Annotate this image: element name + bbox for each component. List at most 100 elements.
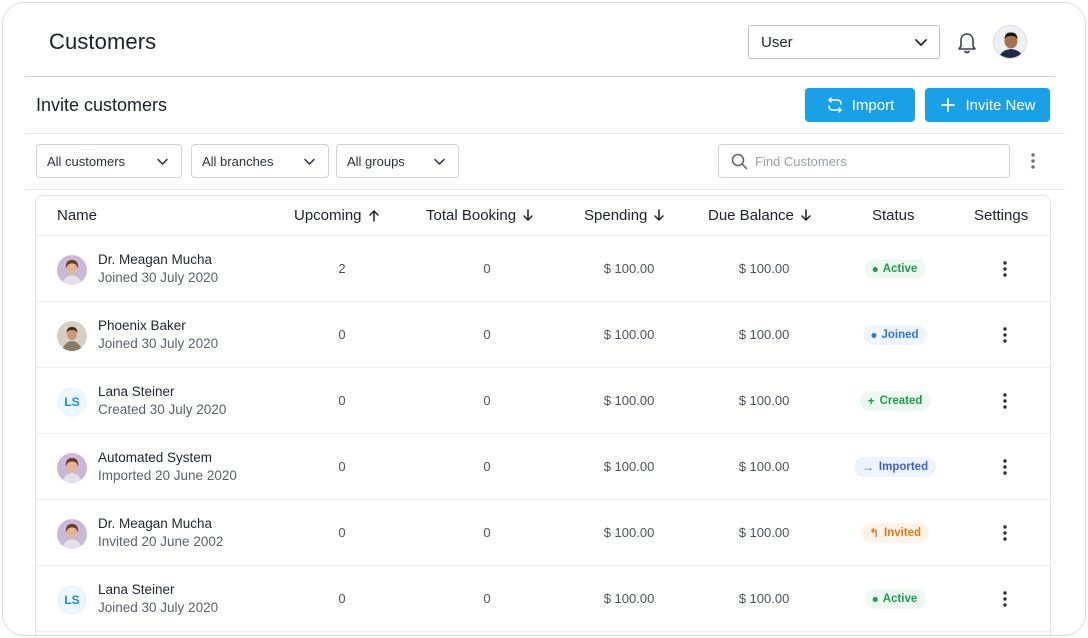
spending-value: $ 100.00	[603, 327, 655, 342]
filter-customers[interactable]: All customers	[36, 144, 182, 178]
spending-value: $ 100.00	[603, 591, 655, 606]
status-label: Joined	[881, 329, 919, 341]
user-select[interactable]: User	[748, 25, 940, 59]
upcoming-value: 0	[338, 525, 346, 540]
filter-groups[interactable]: All groups	[336, 144, 459, 178]
user-select-value: User	[761, 33, 793, 51]
search-input[interactable]	[755, 153, 995, 169]
upcoming-value: 0	[338, 327, 346, 342]
status-dot-icon	[871, 332, 877, 338]
table-row[interactable]: Phoenix Baker Joined 30 July 2020 0 0 $ …	[36, 302, 1050, 368]
col-upcoming[interactable]: Upcoming	[294, 207, 380, 224]
header-divider	[25, 76, 1055, 77]
import-button[interactable]: Import	[805, 88, 915, 122]
upcoming-value: 2	[338, 261, 346, 276]
status-badge: Active	[864, 589, 926, 609]
col-spending[interactable]: Spending	[584, 207, 665, 224]
status-label: Imported	[878, 461, 929, 473]
avatar-initials: LS	[57, 387, 87, 417]
avatar-photo-icon	[994, 26, 1026, 58]
invite-new-button[interactable]: Invite New	[925, 88, 1050, 122]
chevron-down-icon	[157, 158, 168, 165]
more-options-icon[interactable]	[1026, 151, 1040, 171]
col-due-balance[interactable]: Due Balance	[708, 207, 812, 224]
col-status-label: Status	[872, 207, 915, 224]
status-label: Active	[882, 593, 918, 605]
due-balance-value: $ 100.00	[738, 591, 790, 606]
customer-name: Automated System	[98, 450, 213, 465]
customer-subtitle: Joined 30 July 2020	[98, 270, 219, 285]
upcoming-value: 0	[338, 459, 346, 474]
bell-icon[interactable]	[956, 31, 978, 55]
status-badge: → Imported	[853, 457, 937, 477]
table-row[interactable]: LS Lana Steiner Joined 30 July 2020 0 0 …	[36, 566, 1050, 632]
section-divider	[25, 133, 1065, 134]
status-badge: Active	[864, 259, 926, 279]
table-row[interactable]: Automated System Imported 20 June 2020 0…	[36, 434, 1050, 500]
total-booking-value: 0	[483, 261, 491, 276]
row-more-icon[interactable]	[998, 524, 1012, 542]
spending-value: $ 100.00	[603, 525, 655, 540]
total-booking-value: 0	[483, 525, 491, 540]
customer-subtitle: Imported 20 June 2020	[98, 468, 237, 483]
chevron-down-icon	[304, 158, 315, 165]
spending-value: $ 100.00	[603, 459, 655, 474]
status-dot-icon	[872, 266, 878, 272]
avatar-initials: LS	[57, 585, 87, 615]
customer-name: Dr. Meagan Mucha	[98, 252, 213, 267]
plus-icon	[941, 98, 956, 112]
table-row[interactable]: LS Lana Steiner Created 30 July 2020 0 0…	[36, 368, 1050, 434]
search-box[interactable]	[718, 144, 1010, 178]
filter-branches[interactable]: All branches	[191, 144, 329, 178]
arrow-right-icon: →	[861, 460, 874, 474]
customer-name: Lana Steiner	[98, 384, 175, 399]
total-booking-value: 0	[483, 393, 491, 408]
col-upcoming-label: Upcoming	[294, 207, 362, 224]
status-label: Created	[879, 395, 923, 407]
row-more-icon[interactable]	[998, 392, 1012, 410]
total-booking-value: 0	[483, 327, 491, 342]
table-row[interactable]: Dr. Meagan Mucha Invited 20 June 2002 0 …	[36, 500, 1050, 566]
col-total-booking[interactable]: Total Booking	[426, 207, 534, 224]
avatar	[57, 453, 87, 483]
row-more-icon[interactable]	[998, 326, 1012, 344]
filter-customers-label: All customers	[47, 153, 126, 169]
table-row[interactable]: Dr. Meagan Mucha Joined 30 July 2020 2 0…	[36, 236, 1050, 302]
row-more-icon[interactable]	[998, 458, 1012, 476]
col-name[interactable]: Name	[57, 207, 97, 224]
status-badge: Joined	[863, 325, 927, 345]
arrow-down-icon	[654, 209, 665, 221]
page-title: Customers	[49, 29, 157, 54]
avatar	[57, 519, 87, 549]
col-settings: Settings	[974, 207, 1028, 224]
spending-value: $ 100.00	[603, 261, 655, 276]
user-avatar[interactable]	[993, 25, 1027, 59]
row-more-icon[interactable]	[998, 260, 1012, 278]
status-dot-icon	[872, 596, 878, 602]
status-badge: + Created	[859, 391, 931, 411]
import-icon	[827, 97, 842, 113]
plus-icon: +	[867, 394, 875, 408]
reply-arrow-icon: ↰	[868, 526, 879, 540]
customer-subtitle: Joined 30 July 2020	[98, 336, 219, 351]
arrow-up-icon	[368, 210, 379, 222]
arrow-down-icon	[523, 209, 533, 221]
total-booking-value: 0	[483, 459, 491, 474]
arrow-down-icon	[801, 209, 811, 221]
search-icon	[731, 153, 748, 170]
col-spending-label: Spending	[584, 207, 648, 224]
avatar	[57, 255, 87, 285]
import-label: Import	[851, 96, 895, 114]
avatar-photo-icon	[57, 255, 87, 285]
filter-groups-label: All groups	[347, 153, 405, 169]
row-more-icon[interactable]	[998, 590, 1012, 608]
spending-value: $ 100.00	[603, 393, 655, 408]
table-header: Name Upcoming Total Booking Spending Due…	[36, 196, 1050, 236]
filter-branches-label: All branches	[202, 153, 274, 169]
customer-name: Lana Steiner	[98, 582, 175, 597]
col-due-balance-label: Due Balance	[708, 207, 794, 224]
due-balance-value: $ 100.00	[738, 459, 790, 474]
col-total-booking-label: Total Booking	[426, 207, 517, 224]
due-balance-value: $ 100.00	[738, 261, 790, 276]
